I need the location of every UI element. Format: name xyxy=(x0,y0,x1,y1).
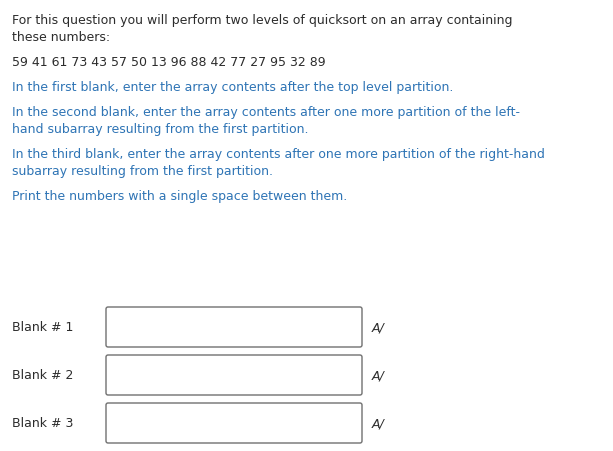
Text: these numbers:: these numbers: xyxy=(12,31,110,44)
Text: A/: A/ xyxy=(372,417,385,429)
Text: A/: A/ xyxy=(372,321,385,334)
FancyBboxPatch shape xyxy=(106,403,362,443)
Text: Blank # 1: Blank # 1 xyxy=(12,321,74,334)
Text: hand subarray resulting from the first partition.: hand subarray resulting from the first p… xyxy=(12,123,308,136)
Text: For this question you will perform two levels of quicksort on an array containin: For this question you will perform two l… xyxy=(12,14,512,27)
Text: In the third blank, enter the array contents after one more partition of the rig: In the third blank, enter the array cont… xyxy=(12,147,545,161)
Text: In the second blank, enter the array contents after one more partition of the le: In the second blank, enter the array con… xyxy=(12,106,520,119)
Text: 59 41 61 73 43 57 50 13 96 88 42 77 27 95 32 89: 59 41 61 73 43 57 50 13 96 88 42 77 27 9… xyxy=(12,56,326,69)
Text: Blank # 3: Blank # 3 xyxy=(12,417,74,429)
Text: subarray resulting from the first partition.: subarray resulting from the first partit… xyxy=(12,165,273,178)
FancyBboxPatch shape xyxy=(106,307,362,347)
Text: Print the numbers with a single space between them.: Print the numbers with a single space be… xyxy=(12,189,347,202)
Text: In the first blank, enter the array contents after the top level partition.: In the first blank, enter the array cont… xyxy=(12,81,454,94)
Text: A/: A/ xyxy=(372,368,385,382)
FancyBboxPatch shape xyxy=(106,355,362,395)
Text: Blank # 2: Blank # 2 xyxy=(12,368,74,382)
